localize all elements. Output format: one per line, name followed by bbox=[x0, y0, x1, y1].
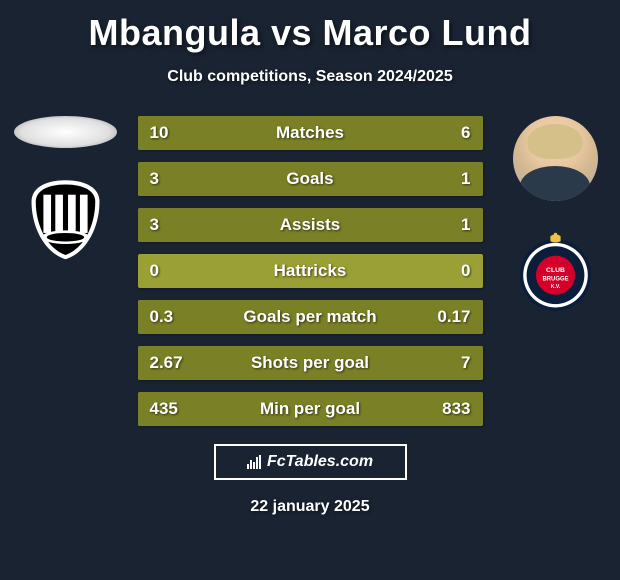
stat-row: 2.677Shots per goal bbox=[138, 346, 483, 380]
left-player-column bbox=[8, 116, 123, 261]
svg-text:K.V.: K.V. bbox=[550, 284, 560, 290]
stat-row: 00Hattricks bbox=[138, 254, 483, 288]
stat-row: 435833Min per goal bbox=[138, 392, 483, 426]
left-player-photo bbox=[14, 116, 117, 148]
stat-row: 31Goals bbox=[138, 162, 483, 196]
comparison-date: 22 january 2025 bbox=[0, 498, 620, 516]
stats-bars: 106Matches 31Goals 31Assists 00Hattricks 0.3… bbox=[138, 116, 483, 426]
watermark-badge: FcTables.com bbox=[214, 444, 407, 480]
right-player-photo bbox=[513, 116, 598, 201]
stat-label: Assists bbox=[138, 208, 483, 242]
stat-row: 0.30.17Goals per match bbox=[138, 300, 483, 334]
stat-label: Matches bbox=[138, 116, 483, 150]
stat-label: Hattricks bbox=[138, 254, 483, 288]
content-area: CLUB BRUGGE K.V. 106Matches 31Goals 31Assi… bbox=[0, 116, 620, 426]
svg-text:CLUB: CLUB bbox=[546, 267, 565, 274]
stat-label: Shots per goal bbox=[138, 346, 483, 380]
stat-label: Goals bbox=[138, 162, 483, 196]
stat-row: 106Matches bbox=[138, 116, 483, 150]
watermark-text: FcTables.com bbox=[267, 453, 373, 471]
right-club-logo: CLUB BRUGGE K.V. bbox=[513, 231, 598, 316]
stat-label: Goals per match bbox=[138, 300, 483, 334]
stat-label: Min per goal bbox=[138, 392, 483, 426]
stat-row: 31Assists bbox=[138, 208, 483, 242]
svg-text:BRUGGE: BRUGGE bbox=[542, 276, 568, 282]
left-club-logo bbox=[23, 176, 108, 261]
comparison-title: Mbangula vs Marco Lund bbox=[0, 0, 620, 54]
comparison-subtitle: Club competitions, Season 2024/2025 bbox=[0, 68, 620, 86]
right-player-column: CLUB BRUGGE K.V. bbox=[510, 116, 600, 316]
bars-icon bbox=[247, 455, 261, 469]
